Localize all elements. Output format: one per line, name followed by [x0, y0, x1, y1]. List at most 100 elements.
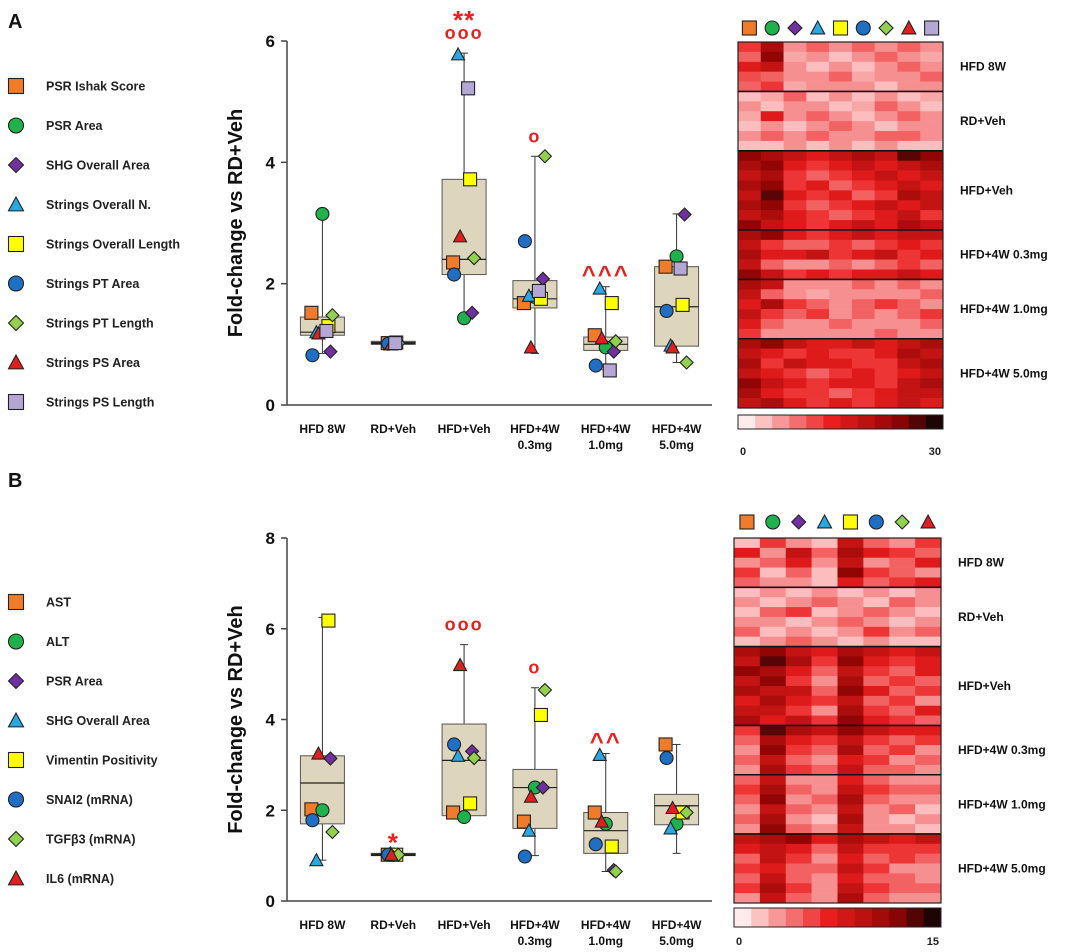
heatmap-cell [863, 863, 890, 874]
heatmap-cell [785, 616, 812, 628]
heatmap-cell [837, 883, 864, 894]
heatmap-cell [760, 180, 784, 191]
heatmap-cell [851, 51, 875, 63]
heatmap-cell [829, 121, 853, 132]
heatmap-cell [863, 804, 890, 815]
heatmap-cell [811, 685, 838, 697]
heatmap-cell [863, 824, 890, 835]
heatmap-cell [897, 398, 921, 409]
heatmap-cell [915, 646, 942, 657]
heatmap-cell [837, 784, 864, 795]
data-point [305, 813, 320, 828]
box-group [654, 213, 700, 364]
heatmap-cell [738, 358, 762, 369]
legend-item: Vimentin Positivity [7, 751, 158, 769]
heatmap-cell [915, 764, 942, 776]
heatmap-cell [806, 378, 830, 389]
heatmap-cell [829, 160, 853, 171]
heatmap-cell [863, 656, 890, 667]
heatmap-column-icon [900, 19, 917, 35]
heatmap-cell [785, 843, 812, 854]
heatmap-cell [806, 91, 830, 102]
heatmap-cell [837, 616, 864, 628]
heatmap-cell [897, 289, 921, 300]
heatmap-cell [734, 883, 761, 894]
heatmap-cell [783, 150, 807, 162]
heatmap-cell [874, 368, 898, 379]
heatmap-cell [829, 358, 853, 369]
heatmap-cell [889, 824, 916, 835]
heatmap-cell [829, 170, 853, 181]
colorbar-step [889, 908, 907, 927]
heatmap-cell [874, 81, 898, 92]
x-tick-label: 1.0mg [588, 934, 623, 948]
heatmap-cell [897, 121, 921, 132]
heatmap-cell [920, 42, 944, 53]
heatmap-column-icon [739, 514, 755, 530]
heatmap-cell [759, 804, 787, 815]
heatmap-cell [760, 51, 784, 63]
heatmap-cell [851, 101, 875, 112]
legend-item: PSR Area [7, 117, 104, 134]
heatmap-cell [829, 210, 853, 221]
heatmap-cell [874, 121, 898, 132]
heatmap-cell [806, 309, 830, 320]
heatmap-cell [785, 547, 812, 559]
heatmap-cell [837, 597, 864, 608]
data-point [517, 234, 532, 249]
legend-item: PSR Ishak Score [7, 77, 145, 95]
heatmap-cell [837, 804, 864, 815]
colorbar-step [823, 415, 841, 429]
legend-item: ALT [7, 633, 70, 650]
heatmap-cell [806, 358, 830, 369]
heatmap-cell [837, 794, 864, 805]
data-point [608, 864, 624, 879]
heatmap-cell [863, 833, 890, 845]
heatmap-column-icon [842, 514, 858, 530]
heatmap-cell [837, 824, 864, 835]
data-point [587, 805, 602, 820]
heatmap-cell [851, 338, 875, 349]
heatmap-cell [829, 388, 853, 399]
colorbar-step [789, 415, 807, 429]
heatmap-cell [851, 210, 875, 221]
legend-item: TGFβ3 (mRNA) [7, 830, 136, 848]
legend-label: Strings PT Area [46, 277, 140, 291]
heatmap-cell [811, 725, 838, 736]
heatmap-cell [863, 626, 890, 637]
heatmap-cell [920, 170, 944, 181]
heatmap-cell [889, 567, 916, 578]
heatmap-cell [851, 318, 875, 330]
significance-mark: o [528, 126, 541, 146]
heatmap-cell [920, 259, 944, 270]
heatmap-cell [811, 755, 838, 766]
data-point [463, 172, 478, 187]
heatmap-cell [738, 388, 762, 399]
heatmap-cell [897, 160, 921, 171]
heatmap-cell [760, 358, 784, 369]
heatmap-cell [889, 656, 916, 667]
legend-item: Strings PT Area [7, 275, 140, 292]
heatmap-cell [837, 607, 864, 618]
legend-marker [7, 751, 25, 769]
heatmap-cell [783, 91, 807, 102]
heatmap-cell [783, 131, 807, 142]
heatmap-cell [806, 121, 830, 132]
heatmap: HFD 8W RD+Veh HFD+Veh HFD+4W 0.3mg HFD+4W 1.… [737, 19, 1048, 409]
heatmap-cell [738, 150, 762, 162]
heatmap-cell [738, 200, 762, 211]
heatmap-column-icon [741, 20, 757, 36]
heatmap-cell [785, 666, 812, 677]
data-point [319, 323, 334, 339]
heatmap-cell [889, 893, 916, 904]
heatmap-cell [785, 725, 812, 736]
heatmap-cell [785, 824, 812, 835]
heatmap-cell [738, 309, 762, 320]
heatmap-cell [897, 269, 921, 280]
data-point [450, 46, 466, 61]
data-point [308, 852, 324, 867]
heatmap-cell [738, 170, 762, 181]
heatmap-cell [738, 338, 762, 349]
heatmap-cell [738, 160, 762, 171]
heatmap-cell [889, 843, 916, 854]
